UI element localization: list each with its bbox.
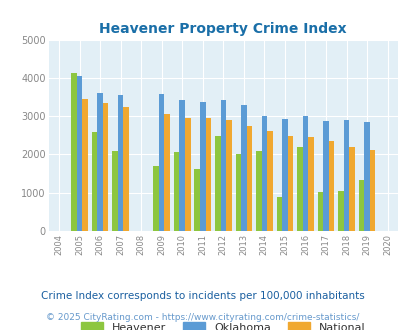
Bar	[123, 107, 129, 231]
Bar	[296, 147, 302, 231]
Bar	[173, 152, 179, 231]
Bar	[343, 120, 348, 231]
Bar	[179, 100, 185, 231]
Legend: Heavener, Oklahoma, National: Heavener, Oklahoma, National	[75, 317, 370, 330]
Bar	[241, 105, 246, 231]
Bar	[287, 136, 292, 231]
Title: Heavener Property Crime Index: Heavener Property Crime Index	[99, 22, 346, 36]
Bar	[205, 118, 211, 231]
Bar	[363, 122, 369, 231]
Text: Crime Index corresponds to incidents per 100,000 inhabitants: Crime Index corresponds to incidents per…	[41, 291, 364, 301]
Bar	[153, 166, 158, 231]
Bar	[220, 100, 226, 231]
Bar	[82, 99, 87, 231]
Bar	[164, 114, 170, 231]
Bar	[215, 136, 220, 231]
Bar	[337, 191, 343, 231]
Bar	[369, 150, 375, 231]
Bar	[117, 95, 123, 231]
Bar	[112, 150, 117, 231]
Bar	[185, 118, 190, 231]
Bar	[328, 141, 333, 231]
Text: © 2025 CityRating.com - https://www.cityrating.com/crime-statistics/: © 2025 CityRating.com - https://www.city…	[46, 313, 359, 322]
Bar	[246, 126, 252, 231]
Bar	[200, 102, 205, 231]
Bar	[235, 154, 241, 231]
Bar	[317, 192, 322, 231]
Bar	[97, 93, 102, 231]
Bar	[261, 116, 266, 231]
Bar	[226, 120, 231, 231]
Bar	[281, 119, 287, 231]
Bar	[92, 132, 97, 231]
Bar	[302, 116, 307, 231]
Bar	[358, 181, 363, 231]
Bar	[307, 137, 313, 231]
Bar	[322, 121, 328, 231]
Bar	[71, 73, 77, 231]
Bar	[266, 131, 272, 231]
Bar	[102, 103, 108, 231]
Bar	[256, 151, 261, 231]
Bar	[158, 94, 164, 231]
Bar	[194, 169, 200, 231]
Bar	[348, 147, 354, 231]
Bar	[77, 76, 82, 231]
Bar	[276, 197, 281, 231]
